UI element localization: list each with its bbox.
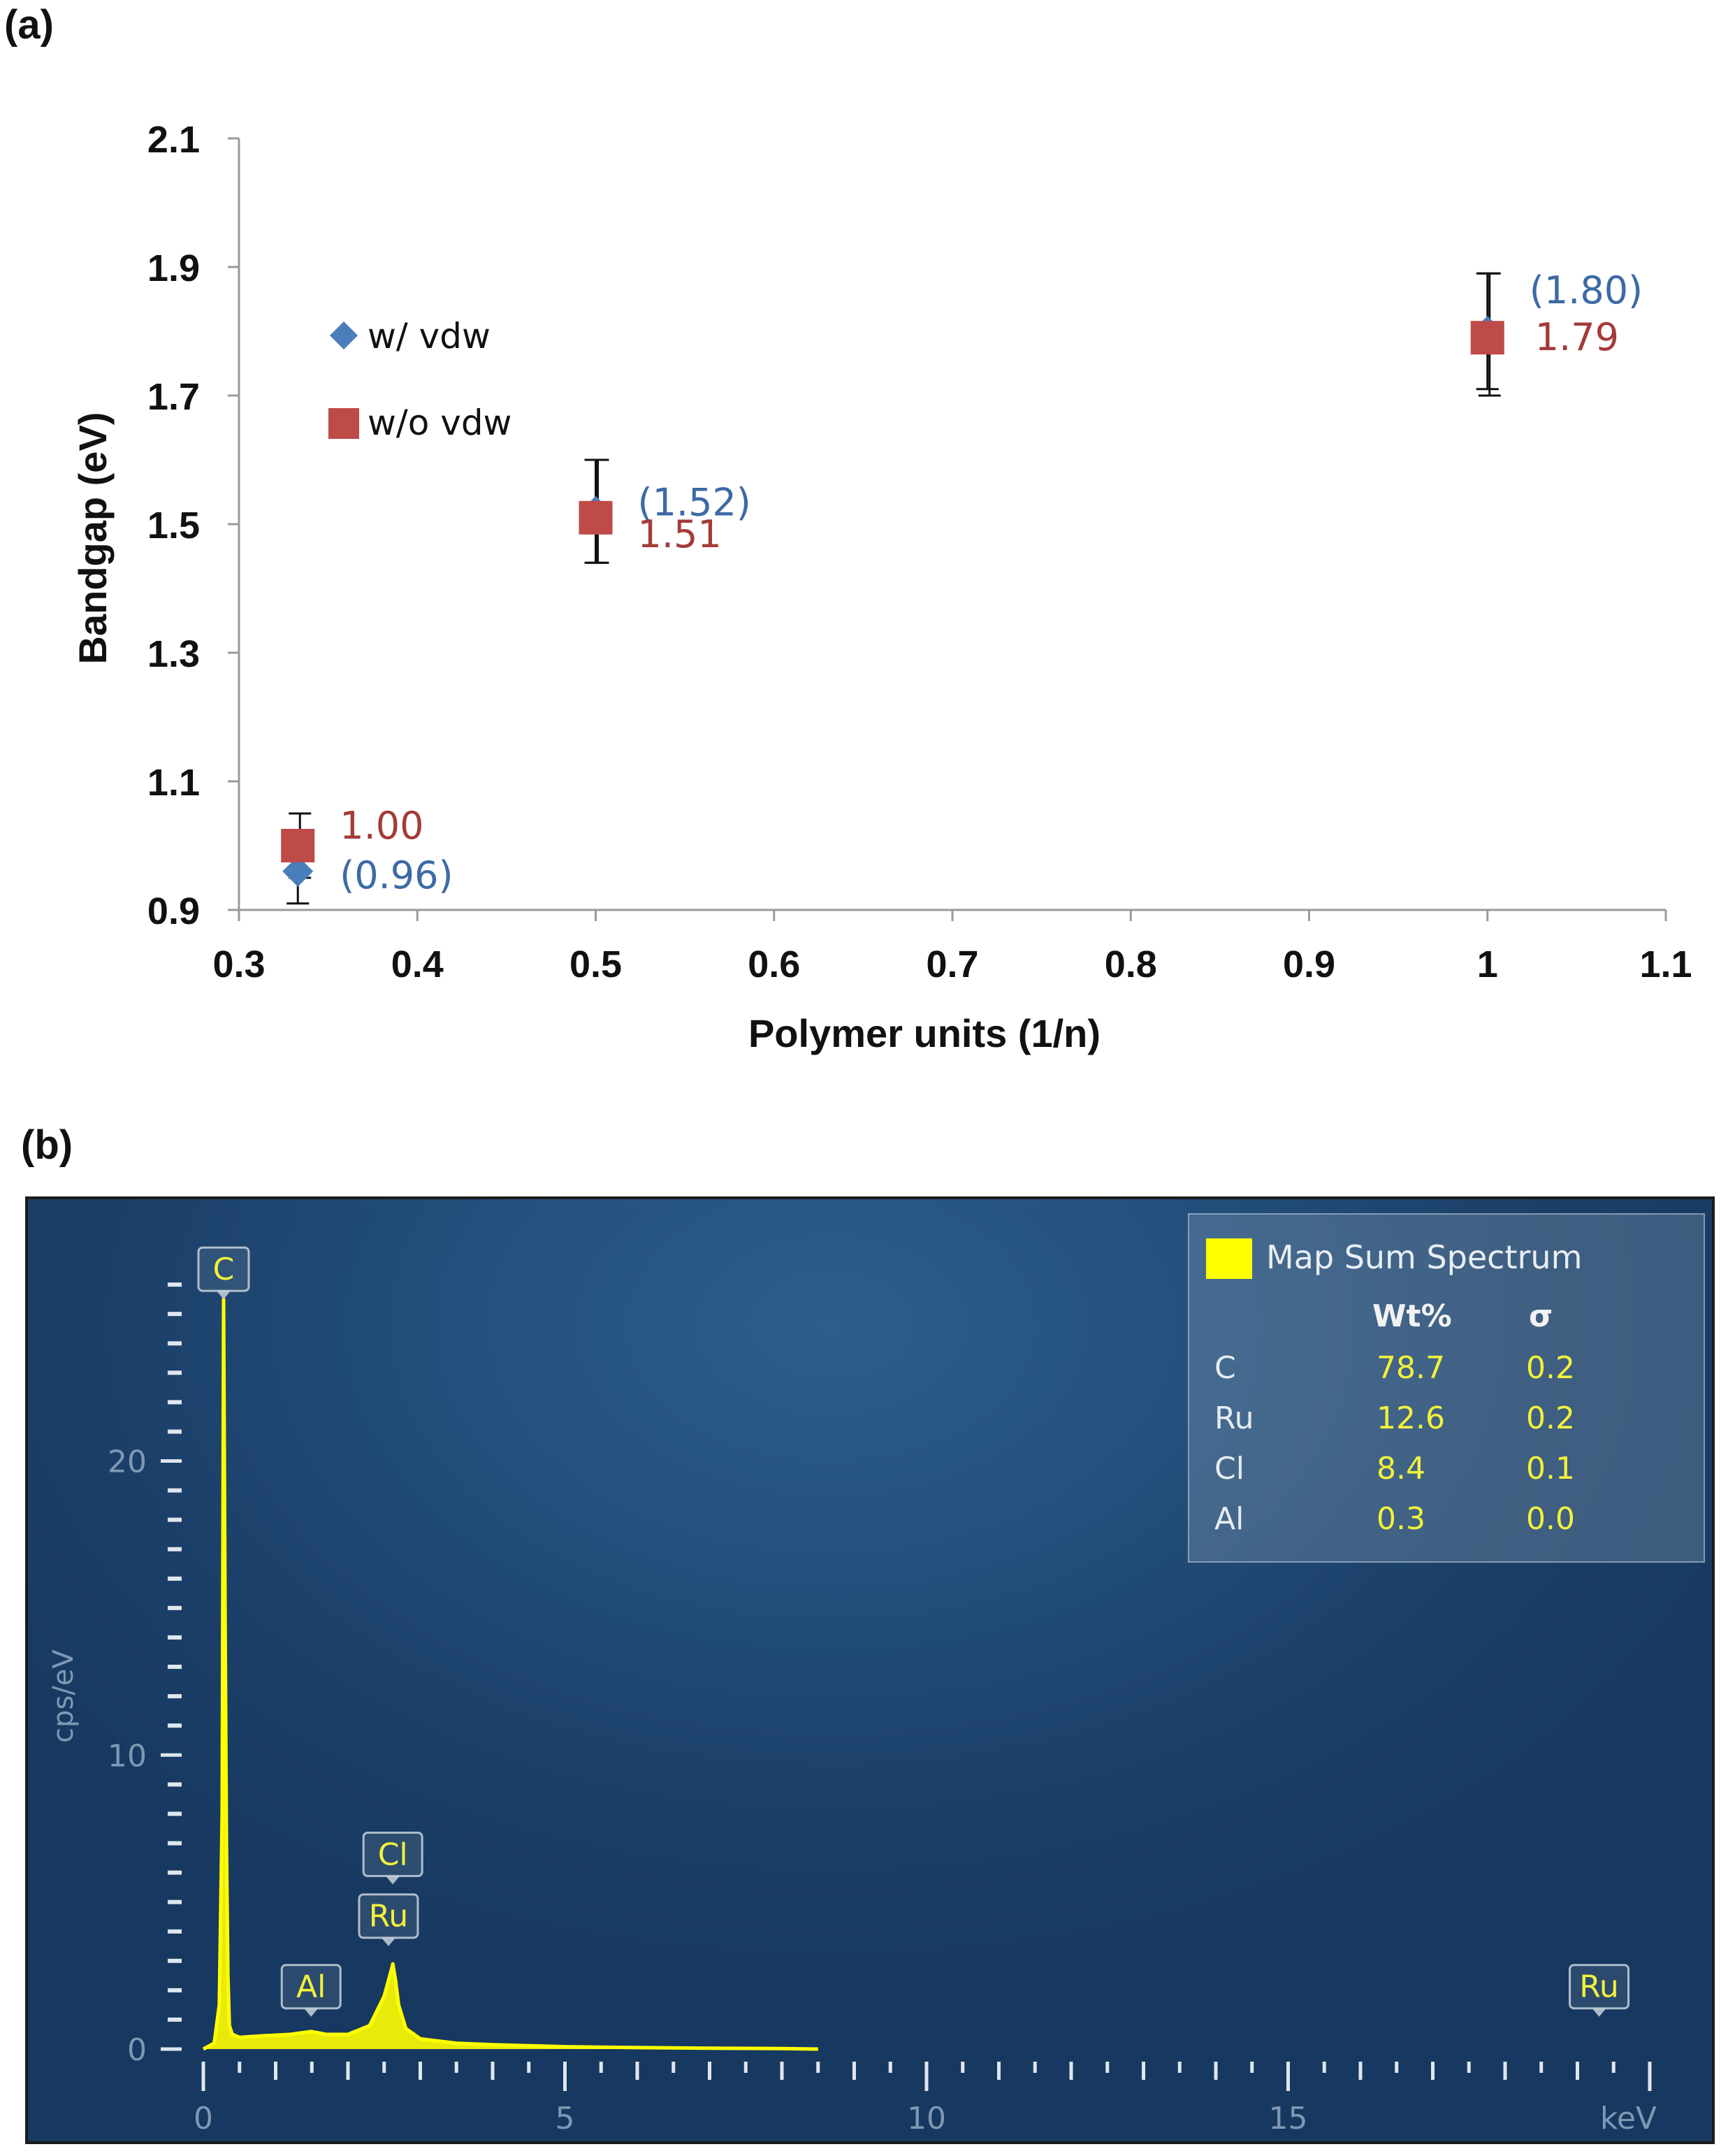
x-tick-label: 0.5	[569, 943, 622, 985]
legend-element: Cl	[1214, 1451, 1244, 1486]
data-label: (1.52)	[638, 481, 751, 525]
data-label: 1.51	[638, 512, 722, 556]
y-tick-label: 10	[108, 1738, 147, 1774]
x-tick-label: 0.7	[926, 943, 978, 985]
y-tick-label: 1.5	[147, 505, 200, 547]
peak-label: C	[197, 1246, 250, 1300]
legend-row: Ru 12.6 0.2	[1189, 1401, 1706, 1451]
peak-label-text: Ru	[369, 1899, 408, 1934]
peak-label: Al	[280, 1964, 342, 2017]
x-tick-label: 0.8	[1105, 943, 1157, 985]
x-tick-label: 0.6	[748, 943, 800, 985]
peak-label-pointer	[381, 1937, 395, 1946]
panel-b-label: (b)	[21, 1122, 73, 1168]
legend-wt-value: 8.4	[1377, 1451, 1425, 1486]
legend-title: Map Sum Spectrum	[1266, 1238, 1583, 1276]
legend-sigma-value: 0.2	[1526, 1401, 1575, 1436]
y-tick-label: 0	[127, 2032, 147, 2068]
legend-element: C	[1214, 1350, 1236, 1386]
peak-label-text: Ru	[1579, 1969, 1618, 2005]
peak-label-box	[197, 1246, 250, 1292]
y-tick-label: 0.9	[147, 890, 200, 932]
legend-element: Ru	[1214, 1401, 1254, 1436]
y-tick-label: 1.1	[147, 762, 200, 804]
legend-marker-wo-vdw	[328, 408, 359, 439]
legend-marker-w-vdw	[330, 321, 358, 349]
legend-swatch	[1206, 1238, 1252, 1279]
x-tick-label: 1	[1477, 943, 1498, 985]
legend-wt-value: 0.3	[1377, 1501, 1425, 1537]
spectrum-legend: Map Sum Spectrum Wt% σ C 78.7 0.2 Ru 12.…	[1188, 1213, 1705, 1563]
peak-label-text: Al	[296, 1969, 326, 2005]
data-label: (0.96)	[340, 853, 453, 897]
legend-row: C 78.7 0.2	[1189, 1350, 1706, 1401]
legend-sigma-value: 0.2	[1526, 1350, 1575, 1386]
y-tick-label: 1.3	[147, 633, 200, 675]
legend-header-wt: Wt%	[1372, 1298, 1452, 1334]
y-tick-label: 1.9	[147, 247, 200, 289]
x-tick-label: 10	[907, 2101, 946, 2136]
eds-spectrum-panel: 0 10 20 cps/eV 0 5 10 15 keV C Al Ru Cl Ru Map Sum Sp…	[25, 1196, 1715, 2144]
eds-spectrum-chart: 0 10 20 cps/eV 0 5 10 15 keV C Al Ru Cl Ru	[48, 1246, 1657, 2136]
peak-label-pointer	[216, 1291, 231, 1300]
x-tick-label: 0.3	[212, 943, 265, 985]
data-label: (1.80)	[1530, 268, 1643, 312]
peak-label-pointer	[1592, 2008, 1606, 2017]
peak-label-pointer	[386, 1876, 400, 1885]
data-point-wo-vdw	[281, 829, 315, 862]
spectrum-area	[203, 1299, 818, 2049]
x-axis-title: keV	[1600, 2101, 1657, 2136]
x-tick-label: 5	[556, 2101, 575, 2136]
data-label: 1.00	[340, 804, 423, 848]
legend-element: Al	[1214, 1501, 1244, 1537]
spectrum-line	[202, 1297, 818, 2051]
data-label: 1.79	[1535, 315, 1619, 359]
x-tick-label: 1.1	[1639, 943, 1692, 985]
x-tick-label: 0.4	[391, 943, 444, 985]
bandgap-scatter-chart: 0.9 1.1 1.3 1.5 1.7 1.9 2.1 0.3 0.4 0.5 0.6 0.7 0.8 0…	[71, 119, 1692, 1055]
legend-header-sigma: σ	[1529, 1298, 1553, 1334]
x-tick-label: 15	[1269, 2101, 1308, 2136]
y-tick-label: 20	[108, 1445, 147, 1480]
legend-wt-value: 12.6	[1377, 1401, 1445, 1436]
panel-a-label: (a)	[4, 2, 54, 48]
peak-label-text: Cl	[378, 1837, 408, 1872]
legend-sigma-value: 0.1	[1526, 1451, 1575, 1486]
data-point-wo-vdw	[1470, 321, 1504, 355]
y-axis-title: Bandgap (eV)	[71, 412, 115, 665]
legend-label-wo-vdw: w/o vdw	[368, 403, 511, 443]
peak-label-text: C	[213, 1252, 235, 1287]
y-tick-label: 2.1	[147, 119, 200, 161]
x-axis-title: Polymer units (1/n)	[748, 1011, 1101, 1055]
peak-label: Ru	[1569, 1964, 1630, 2017]
legend-sigma-value: 0.0	[1526, 1501, 1575, 1537]
peak-label: Cl	[362, 1831, 423, 1885]
x-tick-label: 0	[194, 2101, 213, 2136]
y-tick-label: 1.7	[147, 376, 200, 418]
x-tick-label: 0.9	[1283, 943, 1335, 985]
data-point-wo-vdw	[579, 500, 613, 535]
y-axis-title: cps/eV	[48, 1649, 80, 1743]
legend-row: Cl 8.4 0.1	[1189, 1451, 1706, 1501]
data-point-w-vdw	[282, 855, 314, 887]
peak-label-pointer	[304, 2008, 319, 2017]
legend-label-w-vdw: w/ vdw	[368, 316, 491, 356]
legend-wt-value: 78.7	[1377, 1350, 1445, 1386]
legend-row: Al 0.3 0.0	[1189, 1501, 1706, 1551]
peak-label: Ru	[358, 1893, 419, 1946]
